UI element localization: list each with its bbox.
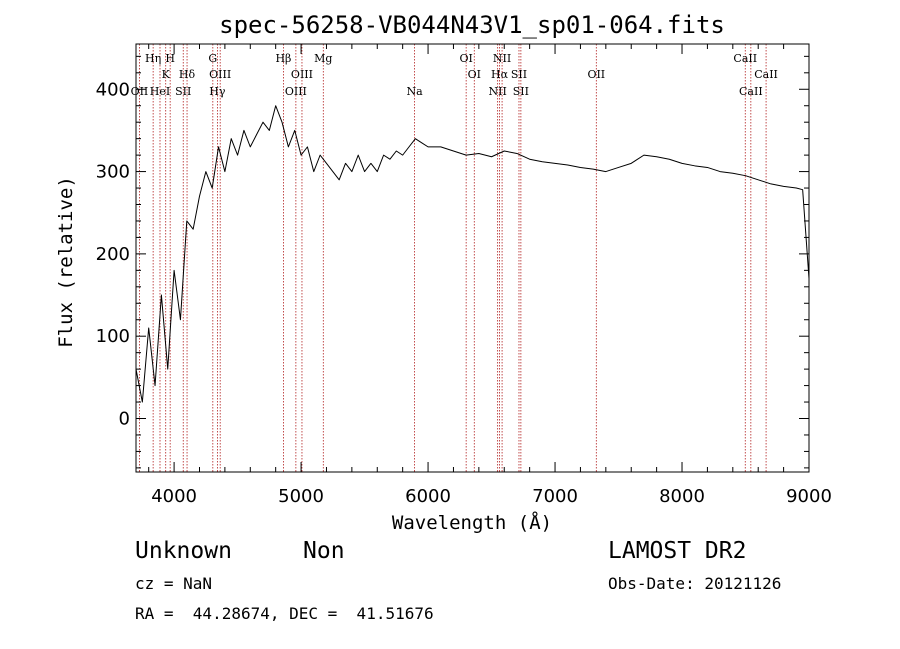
line-label-4: H [165,52,175,65]
line-label-23: CaII [733,52,757,65]
obs-date: Obs-Date: 20121126 [608,574,782,593]
line-label-10: Hβ [275,52,291,65]
line-label-0: OII [131,85,149,98]
line-label-13: Mg [314,52,332,65]
emission-line-labels: OIIHηHeIKHSIIHδGHγOIIIHβOIIIOIIIMgNaOIOI… [131,52,778,98]
redshift-cz: cz = NaN [135,574,213,593]
y-tick-label-4: 400 [96,79,130,100]
line-label-6: Hδ [179,68,196,81]
spectrum-series [135,105,810,403]
y-tick-label-1: 100 [96,326,130,347]
coordinates: RA = 44.28674, DEC = 41.51676 [135,604,434,623]
x-tick-label-0: 4000 [151,486,197,507]
line-label-12: OIII [291,68,313,81]
x-tick-label-4: 8000 [659,486,705,507]
line-label-19: NII [493,52,511,65]
line-label-7: G [208,52,217,65]
y-axis-ticks: 0 100 200 300 400 [96,55,809,469]
x-tick-label-1: 5000 [278,486,324,507]
line-label-15: OI [459,52,472,65]
line-label-2: HeI [150,85,170,98]
spectrum-line [135,105,810,403]
survey-name: LAMOST DR2 [608,538,747,564]
line-label-18: Hα [491,68,509,81]
line-label-3: K [162,68,171,81]
line-label-8: Hγ [209,85,226,98]
line-label-22: OII [587,68,605,81]
y-tick-label-3: 300 [96,162,130,183]
line-label-25: CaII [754,68,778,81]
y-tick-label-2: 200 [96,244,130,265]
line-label-17: NII [488,85,506,98]
line-label-14: Na [407,85,424,98]
plot-frame [135,43,810,473]
line-label-1: Hη [145,52,161,65]
y-axis-label: Flux (relative) [55,176,77,348]
x-axis-ticks: 4000 5000 6000 7000 8000 9000 [148,44,832,507]
emission-line-markers [139,44,767,472]
x-tick-label-2: 6000 [405,486,451,507]
line-label-11: OIII [285,85,307,98]
line-label-5: SII [175,85,191,98]
line-label-16: OI [468,68,481,81]
chart-title: spec-56258-VB044N43V1_sp01-064.fits [219,11,725,39]
line-label-21: SII [513,85,529,98]
x-axis-label: Wavelength (Å) [392,511,552,534]
x-tick-label-5: 9000 [786,486,832,507]
x-tick-label-3: 7000 [532,486,578,507]
line-label-20: SII [511,68,527,81]
object-class: Unknown [135,538,232,564]
object-subclass: Non [303,538,345,564]
y-tick-label-0: 0 [119,409,130,430]
line-label-24: CaII [739,85,763,98]
line-label-9: OIII [209,68,231,81]
